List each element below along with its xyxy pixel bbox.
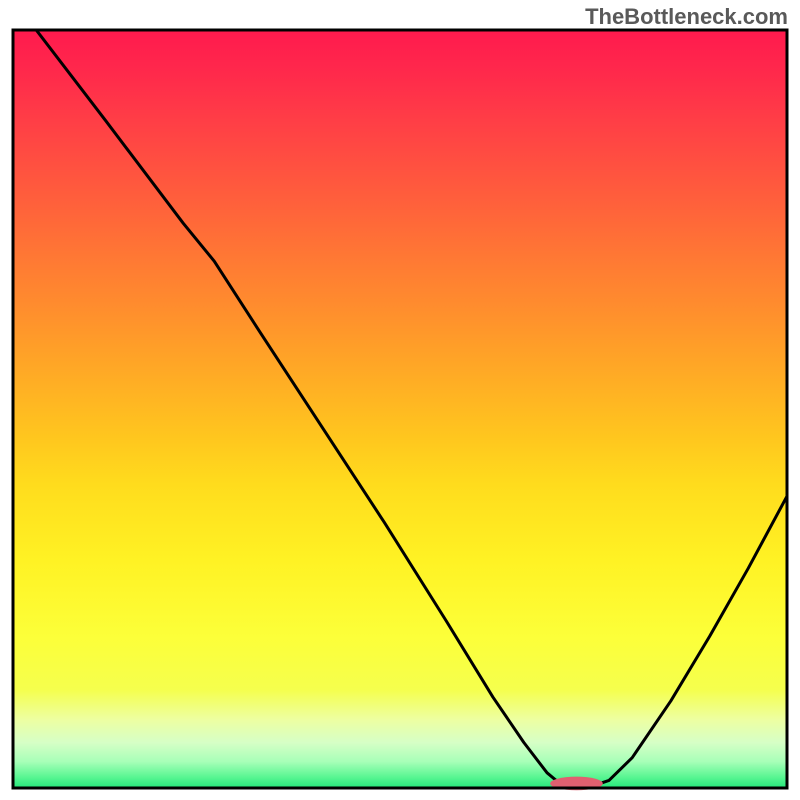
watermark-text: TheBottleneck.com [585,4,788,30]
plot-background [13,30,787,788]
chart-svg [0,0,800,800]
chart-container: TheBottleneck.com [0,0,800,800]
